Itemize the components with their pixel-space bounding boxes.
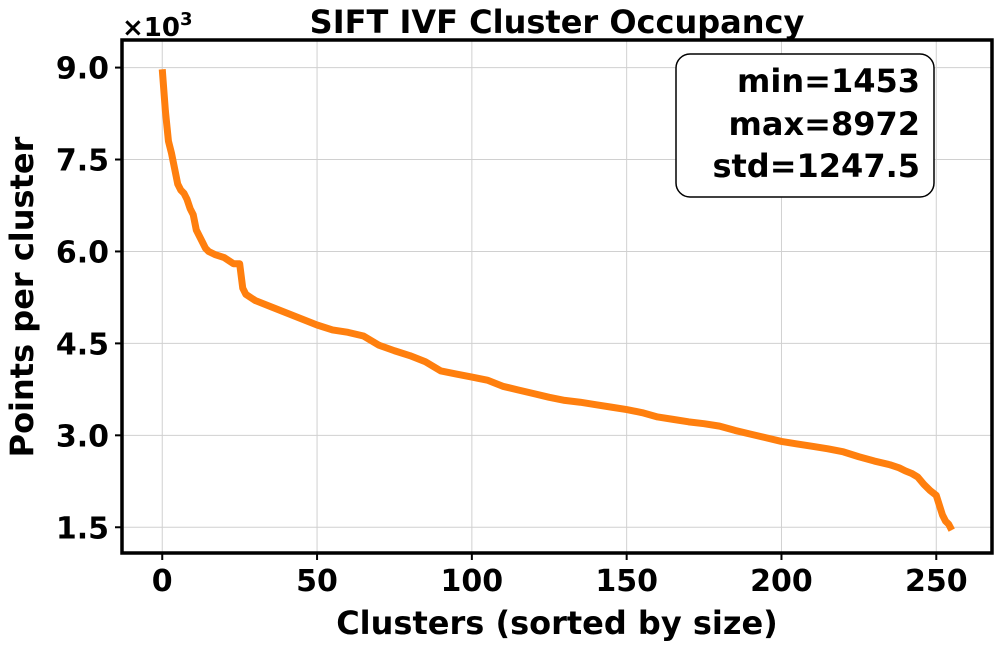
x-tick-label: 50 (296, 564, 338, 599)
x-tick-label: 250 (905, 564, 968, 599)
stats-annotation: min=1453 max=8972 std=1247.5 (675, 53, 935, 198)
y-axis-label: Points per cluster (3, 136, 41, 457)
stats-std: std=1247.5 (712, 147, 920, 185)
y-tick-label: 1.5 (56, 511, 109, 546)
y-tick-label: 9.0 (56, 52, 109, 87)
data-points-layer (162, 69, 952, 531)
x-axis-label: Clusters (sorted by size) (336, 604, 778, 642)
x-tick-label: 150 (595, 564, 658, 599)
y-axis-multiplier: ×103 (122, 9, 193, 43)
stats-max: max=8972 (729, 105, 920, 143)
x-tick-label: 200 (750, 564, 813, 599)
stats-annotation-box (675, 53, 935, 198)
y-tick-label: 4.5 (56, 327, 109, 362)
y-tick-label: 7.5 (56, 144, 109, 179)
x-tick-label: 0 (152, 564, 173, 599)
x-tick-label: 100 (441, 564, 504, 599)
plot-frame (120, 38, 994, 555)
y-tick-labels: 1.5 3.0 4.5 6.0 7.5 9.0 (56, 52, 109, 547)
chart-title: SIFT IVF Cluster Occupancy (310, 3, 805, 41)
y-tick-label: 6.0 (56, 235, 109, 270)
x-tick-labels: 0 50 100 150 200 250 (152, 564, 968, 599)
y-tick-label: 3.0 (56, 419, 109, 454)
stats-min: min=1453 (737, 62, 920, 100)
